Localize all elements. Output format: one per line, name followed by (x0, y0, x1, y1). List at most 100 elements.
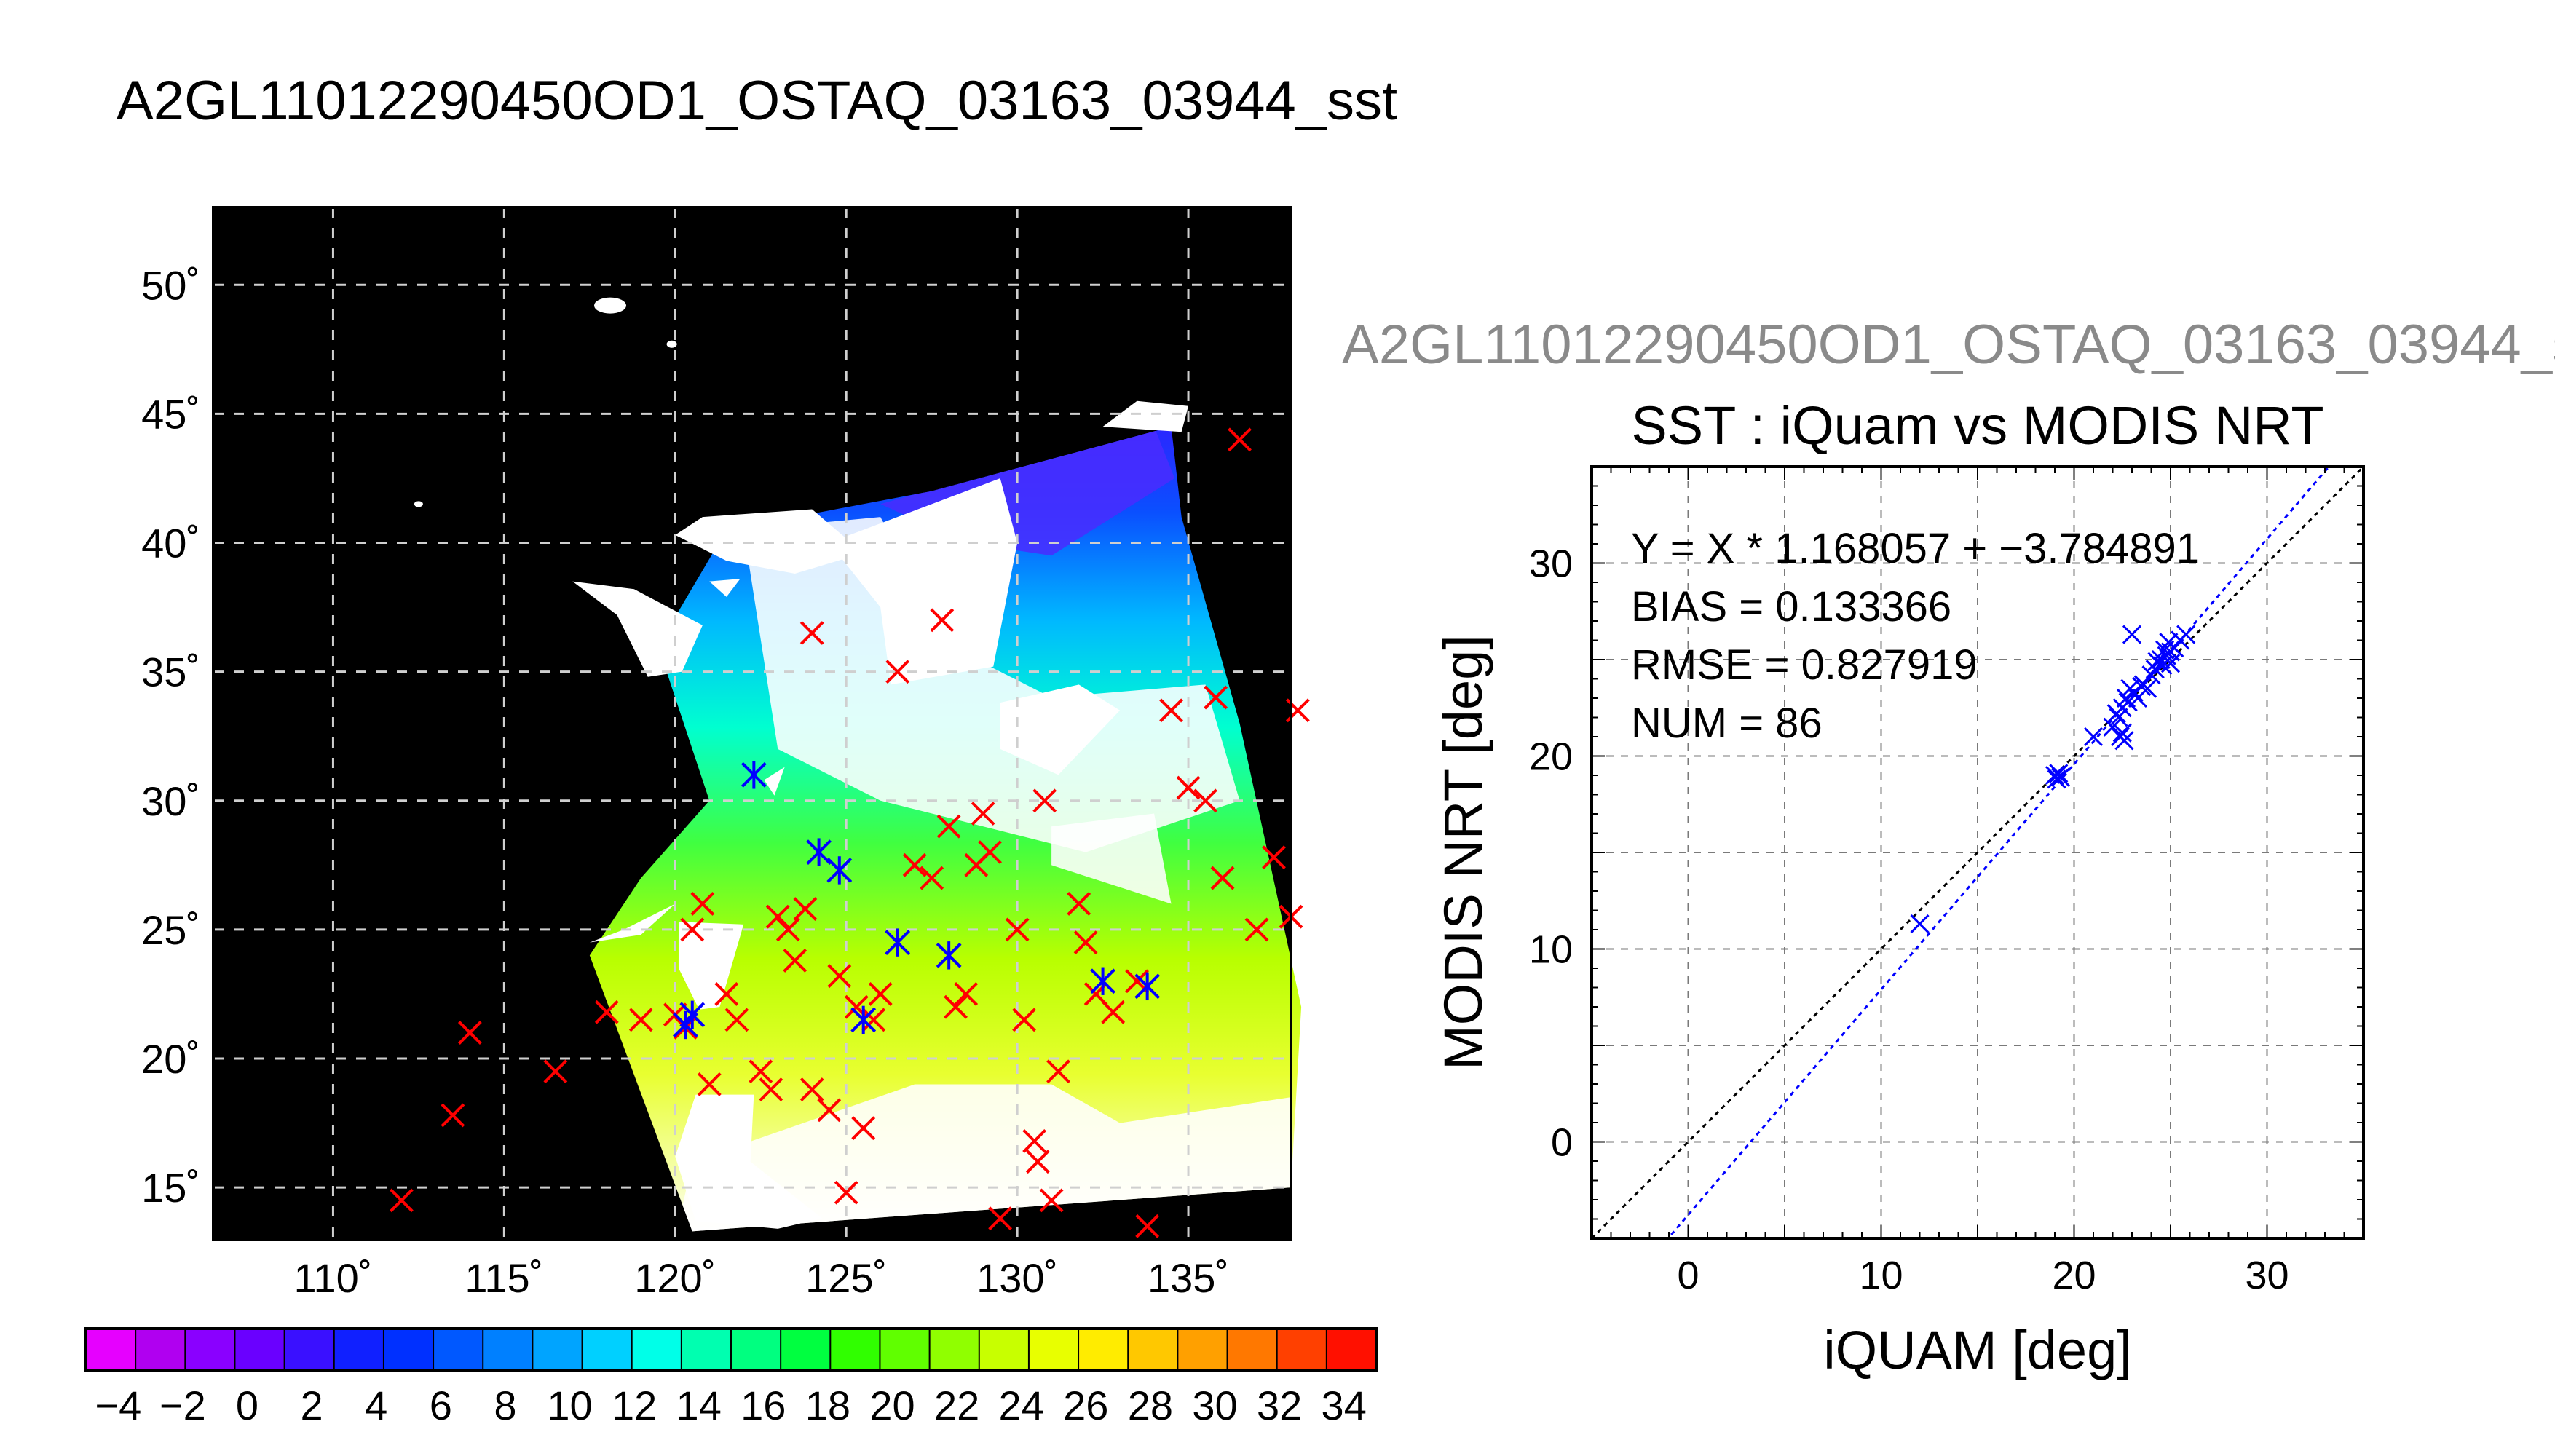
scatter-point (2083, 727, 2104, 747)
map-y-tick-label: 15˚ (141, 1165, 200, 1211)
insitu-marker (817, 1098, 842, 1123)
matchup-marker (936, 941, 962, 970)
colorbar-tick-label: 14 (676, 1382, 722, 1428)
colorbar-segment (532, 1329, 583, 1371)
scatter-point (1910, 914, 1930, 934)
land-mass (675, 509, 864, 574)
map-x-tick-label: 115˚ (465, 1255, 543, 1301)
insitu-marker (793, 897, 818, 921)
scatter-point (2050, 767, 2071, 787)
insitu-marker (885, 660, 910, 684)
colorbar-tick-label: 4 (365, 1382, 387, 1428)
one-to-one-line (1592, 467, 2364, 1238)
land-mass (414, 501, 423, 507)
insitu-marker (1022, 1128, 1047, 1153)
colorbar-segment (731, 1329, 782, 1371)
land-mass (764, 767, 785, 796)
insitu-marker (930, 608, 955, 633)
scatter-point (2045, 765, 2065, 786)
scatter-point (2153, 655, 2173, 676)
map-x-tick-label: 125˚ (805, 1255, 887, 1301)
colorbar-segment (284, 1329, 335, 1371)
scatter-x-tick-label: 20 (2052, 1254, 2096, 1297)
colorbar-segment (185, 1329, 236, 1371)
insitu-marker (389, 1188, 414, 1213)
scatter-point (2112, 723, 2132, 743)
count-stat: NUM = 86 (1631, 700, 1823, 747)
insitu-marker (1101, 1000, 1126, 1024)
colorbar-tick-label: 24 (999, 1382, 1044, 1428)
insitu-marker (799, 621, 824, 645)
insitu-marker (988, 1206, 1013, 1231)
insitu-marker (775, 917, 800, 942)
colorbar-tick-label: 22 (934, 1382, 979, 1428)
insitu-marker (861, 1008, 886, 1032)
insitu-marker (827, 964, 852, 989)
insitu-marker (1228, 427, 1252, 452)
colorbar-tick-label: 20 (869, 1382, 915, 1428)
land-mass (589, 903, 676, 943)
insitu-marker (1204, 685, 1228, 710)
insitu-marker (944, 994, 968, 1019)
colorbar-segment (1177, 1329, 1228, 1371)
insitu-marker (920, 866, 944, 890)
colorbar-segment (681, 1329, 732, 1371)
figure-title: A2GL11012290450OD1_OSTAQ_03163_03944_sst (117, 70, 1398, 132)
colorbar-segment (1276, 1329, 1327, 1371)
colorbar-segment (1326, 1329, 1377, 1371)
map-x-tick-label: 130˚ (976, 1255, 1058, 1301)
insitu-marker (902, 852, 927, 877)
colorbar-tick-label: 30 (1192, 1382, 1237, 1428)
colorbar-frame (84, 1327, 1378, 1372)
colorbar-tick-label: 16 (741, 1382, 786, 1428)
scatter-figure-title: A2GL11012290450OD1_OSTAQ_03163_03944_sst (1342, 314, 2555, 376)
map-y-tick-label: 25˚ (141, 907, 200, 953)
insitu-marker (1159, 698, 1183, 723)
colorbar-tick-label: 34 (1322, 1382, 1367, 1428)
colorbar-segment (1028, 1329, 1080, 1371)
insitu-marker (834, 1180, 858, 1205)
scatter-point (2176, 625, 2196, 644)
colorbar-tick-label: 32 (1257, 1382, 1302, 1428)
colorbar-tick-label: 18 (805, 1382, 850, 1428)
insitu-marker (759, 1077, 783, 1101)
scatter-point (2122, 625, 2142, 644)
insitu-marker (1262, 845, 1286, 870)
scatter-point (2106, 704, 2126, 724)
insitu-marker (783, 948, 807, 973)
land-mass (709, 579, 741, 597)
land-mass (1000, 684, 1121, 775)
land-mass (594, 297, 627, 314)
colorbar-tick-label: 12 (612, 1382, 657, 1428)
land-mass (829, 478, 1018, 685)
insitu-marker (765, 904, 790, 929)
cloud-region (743, 517, 1240, 852)
scatter-y-tick-label: 10 (1529, 928, 1573, 972)
insitu-marker (680, 917, 705, 942)
map-x-tick-label: 135˚ (1148, 1255, 1229, 1301)
cloud-region (1051, 813, 1172, 904)
matchup-marker (741, 761, 767, 789)
insitu-marker (971, 802, 995, 826)
scatter-point (2160, 654, 2181, 673)
insitu-marker (690, 892, 715, 916)
land-mass (572, 581, 703, 677)
colorbar-segment (830, 1329, 881, 1371)
scatter-point (2133, 675, 2153, 695)
matchup-marker (806, 838, 832, 866)
insitu-marker (1046, 1059, 1070, 1084)
matchup-marker (672, 1010, 698, 1040)
insitu-marker (851, 1116, 876, 1141)
scatter-x-tick-label: 10 (1859, 1254, 1903, 1297)
insitu-marker (1032, 788, 1057, 813)
colorbar-tick-label: 2 (301, 1382, 323, 1428)
scatter-x-tick-label: 0 (1677, 1254, 1699, 1297)
insitu-marker (1135, 1214, 1160, 1238)
scatter-y-tick-label: 20 (1529, 735, 1573, 779)
colorbar-segment (483, 1329, 534, 1371)
colorbar-segment (433, 1329, 484, 1371)
insitu-marker (714, 982, 739, 1006)
land-mass (666, 340, 677, 348)
colorbar-segment (979, 1329, 1030, 1371)
